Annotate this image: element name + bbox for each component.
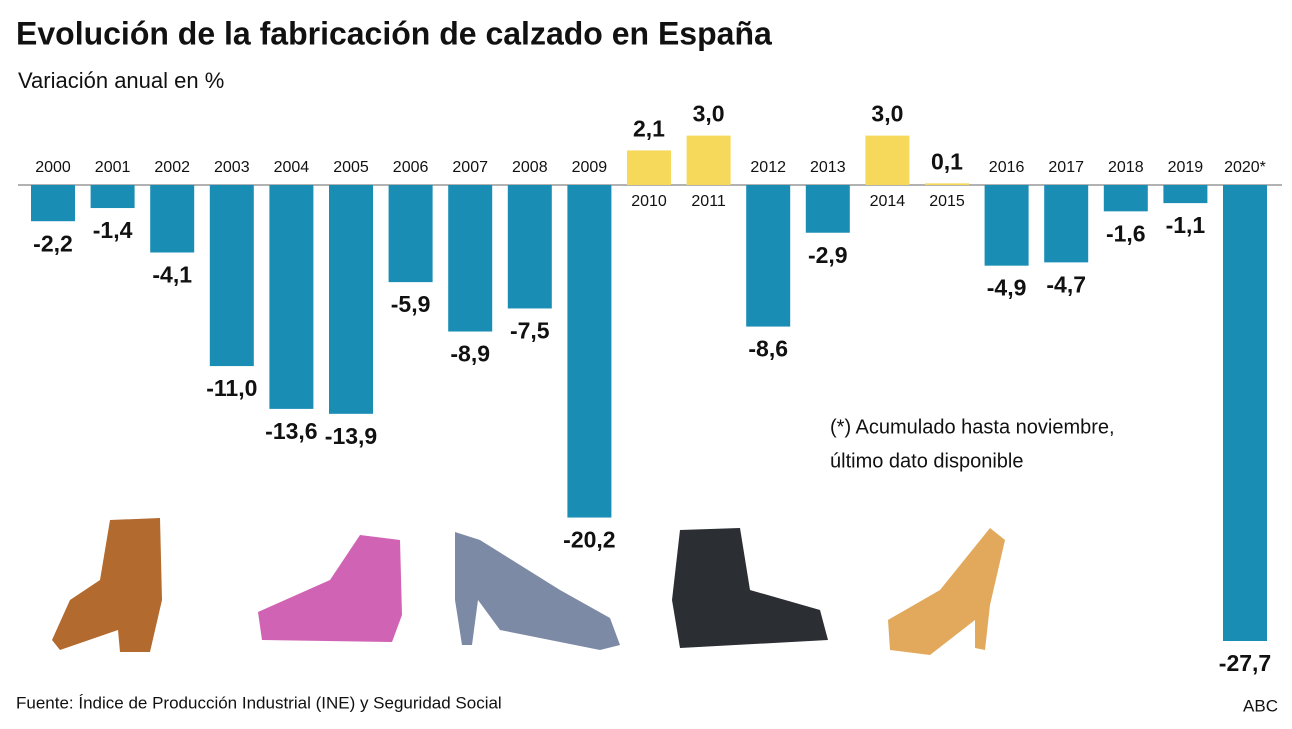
data-label: 3,0 (871, 101, 903, 127)
data-label: -4,7 (1046, 271, 1086, 297)
bar (388, 185, 433, 283)
chart-title: Evolución de la fabricación de calzado e… (16, 15, 772, 51)
bar (984, 185, 1029, 266)
credit: ABC (1243, 696, 1278, 715)
data-label: -4,1 (152, 262, 192, 288)
shoe-illustration (258, 535, 402, 642)
bar (686, 135, 731, 185)
data-label: 0,1 (931, 148, 963, 174)
x-tick-label: 2015 (929, 193, 965, 210)
x-tick-label: 2003 (214, 159, 250, 176)
x-tick-label: 2013 (810, 159, 846, 176)
bar (1223, 185, 1267, 641)
data-label: -20,2 (563, 527, 615, 553)
x-tick-label: 2002 (154, 159, 190, 176)
data-label: -11,0 (206, 375, 257, 401)
bar (925, 183, 969, 185)
x-tick-label: 2004 (274, 159, 310, 176)
bar (865, 135, 910, 185)
x-tick-label: 2000 (35, 159, 71, 176)
bar (507, 185, 552, 309)
bar (209, 185, 254, 367)
data-label: 3,0 (693, 101, 725, 127)
x-tick-label: 2010 (631, 193, 667, 210)
x-tick-label: 2005 (333, 159, 369, 176)
source: Fuente: Índice de Producción Industrial … (16, 693, 502, 712)
bar (567, 185, 612, 518)
x-tick-label: 2016 (989, 159, 1025, 176)
bar (269, 185, 314, 409)
bar (31, 185, 75, 222)
x-tick-label: 2017 (1048, 159, 1084, 176)
x-tick-label: 2019 (1168, 159, 1204, 176)
x-tick-label: 2020* (1224, 159, 1266, 176)
bar (627, 150, 671, 185)
bar (150, 185, 195, 253)
data-label: -8,6 (748, 336, 788, 362)
note: último dato disponible (830, 450, 1023, 472)
bar (329, 185, 373, 414)
x-tick-label: 2012 (750, 159, 786, 176)
bar (1044, 185, 1089, 263)
chart-subtitle: Variación anual en % (18, 68, 224, 93)
data-label: -4,9 (987, 275, 1027, 301)
data-label: -2,2 (33, 230, 73, 256)
shoe-illustration (888, 528, 1005, 655)
x-tick-label: 2006 (393, 159, 429, 176)
data-label: -1,1 (1166, 212, 1206, 238)
bar (1103, 185, 1148, 212)
shoe-illustration (455, 532, 620, 650)
data-label: 2,1 (633, 116, 665, 142)
x-tick-label: 2011 (691, 193, 726, 210)
data-label: -1,4 (93, 217, 133, 243)
bar (746, 185, 791, 327)
bar (448, 185, 493, 332)
shoe-illustration (672, 528, 828, 648)
data-label: -13,6 (265, 418, 317, 444)
bar (1163, 185, 1208, 204)
data-label: -1,6 (1106, 220, 1146, 246)
x-tick-label: 2014 (870, 193, 906, 210)
note: (*) Acumulado hasta noviembre, (830, 416, 1115, 438)
x-tick-label: 2018 (1108, 159, 1144, 176)
data-label: -5,9 (391, 291, 431, 317)
bar (90, 185, 135, 209)
x-tick-label: 2001 (95, 159, 131, 176)
shoe-illustrations (52, 518, 1005, 655)
x-tick-label: 2008 (512, 159, 548, 176)
x-tick-label: 2009 (572, 159, 608, 176)
shoe-illustration (52, 518, 162, 652)
data-label: -7,5 (510, 318, 550, 344)
data-label: -13,9 (325, 423, 377, 449)
data-label: -2,9 (808, 242, 848, 268)
bar (805, 185, 850, 233)
x-tick-label: 2007 (452, 159, 488, 176)
data-label: -8,9 (450, 341, 490, 367)
data-label: -27,7 (1219, 650, 1271, 676)
